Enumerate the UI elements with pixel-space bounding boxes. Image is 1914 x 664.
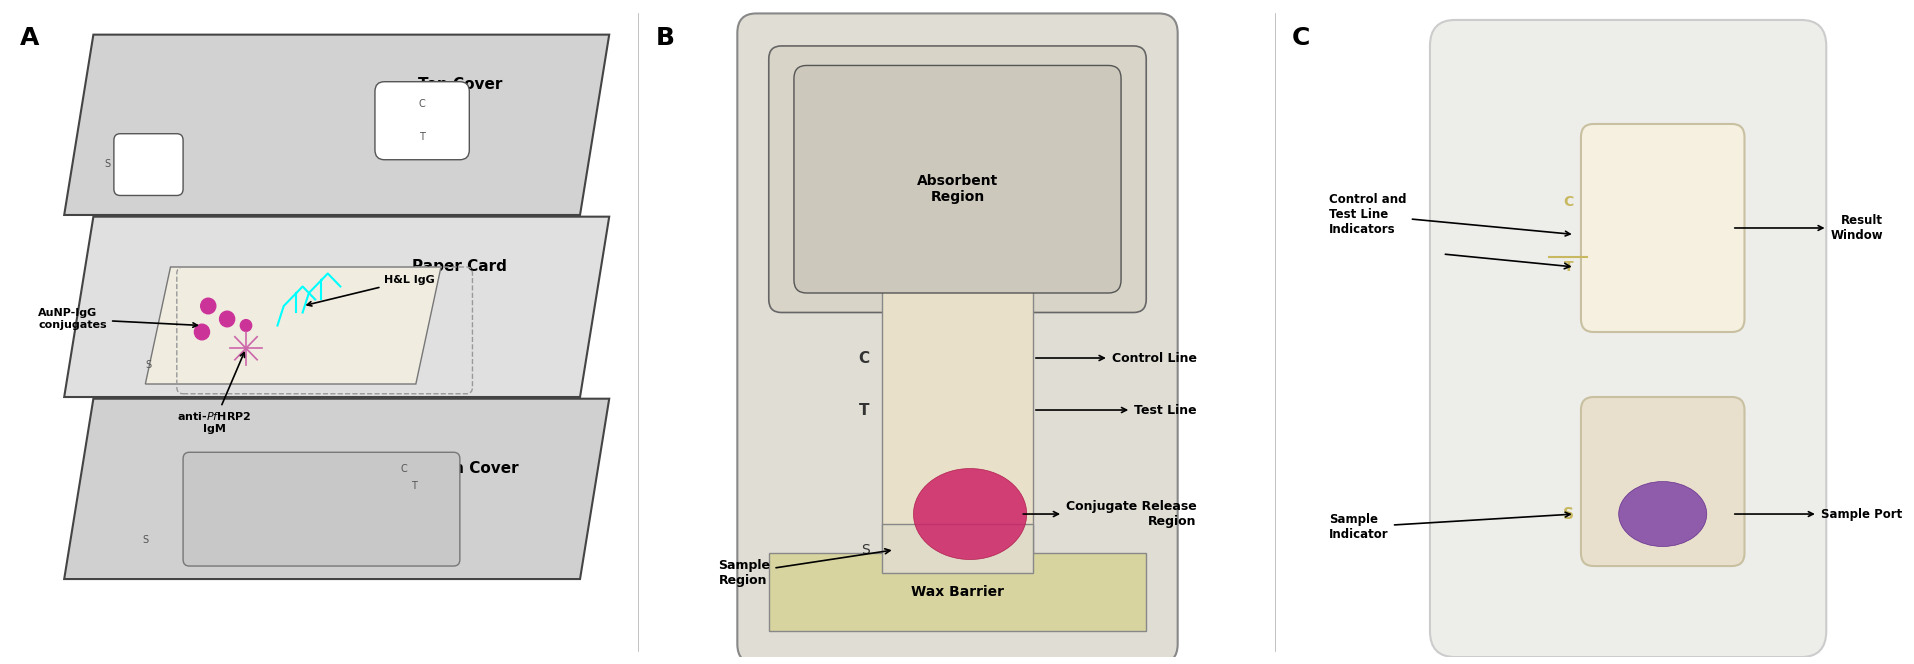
Text: T: T xyxy=(1562,260,1571,274)
Text: Conjugate Release
Region: Conjugate Release Region xyxy=(1022,500,1196,528)
Polygon shape xyxy=(65,398,609,579)
Text: T: T xyxy=(859,402,869,418)
FancyBboxPatch shape xyxy=(794,66,1120,293)
Circle shape xyxy=(220,311,235,327)
Circle shape xyxy=(239,319,251,331)
Polygon shape xyxy=(65,216,609,397)
Text: AuNP-IgG
conjugates: AuNP-IgG conjugates xyxy=(38,308,197,330)
FancyBboxPatch shape xyxy=(1581,124,1744,332)
FancyBboxPatch shape xyxy=(113,133,184,195)
FancyBboxPatch shape xyxy=(737,13,1177,663)
Text: Absorbent
Region: Absorbent Region xyxy=(917,174,997,204)
FancyBboxPatch shape xyxy=(882,524,1032,572)
Text: Sample
Region: Sample Region xyxy=(718,548,890,586)
Text: Paper Card: Paper Card xyxy=(412,260,507,274)
Text: Sample
Indicator: Sample Indicator xyxy=(1328,512,1569,541)
Circle shape xyxy=(201,298,216,314)
Text: C: C xyxy=(1562,195,1573,209)
FancyBboxPatch shape xyxy=(882,260,1032,560)
FancyBboxPatch shape xyxy=(375,82,469,160)
FancyBboxPatch shape xyxy=(1581,397,1744,566)
Text: C: C xyxy=(419,100,425,110)
Text: S: S xyxy=(105,159,111,169)
Ellipse shape xyxy=(913,469,1026,560)
Ellipse shape xyxy=(1617,481,1705,546)
Circle shape xyxy=(195,324,209,340)
Text: H&L IgG: H&L IgG xyxy=(306,275,434,306)
Text: S: S xyxy=(1562,507,1573,521)
FancyBboxPatch shape xyxy=(184,452,459,566)
Text: Wax Barrier: Wax Barrier xyxy=(911,585,1003,599)
Text: C: C xyxy=(857,351,869,365)
Text: C: C xyxy=(400,463,406,474)
Text: Control and
Test Line
Indicators: Control and Test Line Indicators xyxy=(1328,193,1569,236)
FancyBboxPatch shape xyxy=(768,46,1146,313)
Text: A: A xyxy=(19,27,38,50)
FancyBboxPatch shape xyxy=(768,553,1146,631)
Polygon shape xyxy=(145,267,440,384)
Text: S: S xyxy=(145,360,151,370)
Text: Bottom Cover: Bottom Cover xyxy=(400,461,519,476)
Text: S: S xyxy=(142,535,147,545)
Polygon shape xyxy=(65,35,609,215)
Text: Sample Port: Sample Port xyxy=(1734,507,1901,521)
Text: T: T xyxy=(419,132,425,142)
Text: S: S xyxy=(859,542,869,557)
Text: Control Line: Control Line xyxy=(1035,351,1196,365)
Text: Top Cover: Top Cover xyxy=(417,78,501,92)
Text: Result
Window: Result Window xyxy=(1734,214,1881,242)
Text: T: T xyxy=(412,481,417,491)
FancyBboxPatch shape xyxy=(1430,20,1826,657)
Text: anti-$\it{Pf}$HRP2
IgM: anti-$\it{Pf}$HRP2 IgM xyxy=(178,353,253,434)
Text: Test Line: Test Line xyxy=(1035,404,1196,416)
Text: B: B xyxy=(655,27,674,50)
Text: C: C xyxy=(1290,27,1309,50)
